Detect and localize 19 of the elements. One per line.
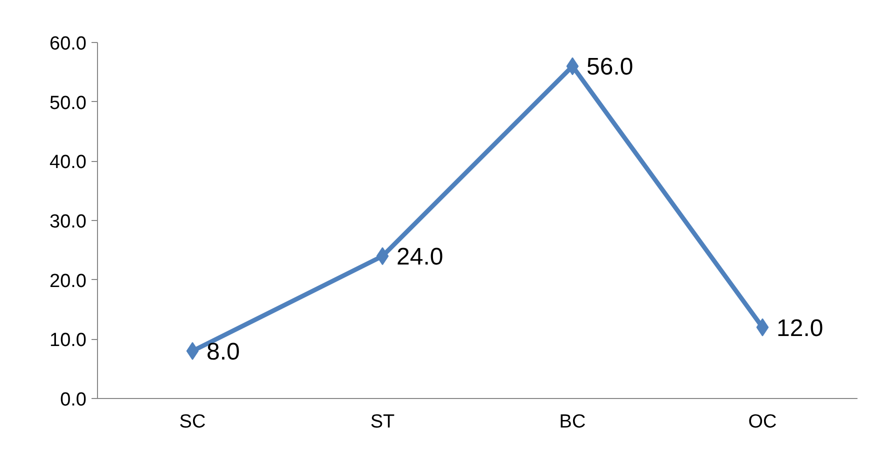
point xyxy=(186,342,199,360)
point xyxy=(376,247,389,266)
x-tick-label: OC xyxy=(748,412,777,432)
y-tick-label: 60.0 xyxy=(50,34,87,54)
point xyxy=(756,318,769,336)
data-label: 12.0 xyxy=(776,314,824,342)
y-tick-label: 30.0 xyxy=(50,212,87,232)
data-label: 56.0 xyxy=(586,54,634,81)
data-label: 24.0 xyxy=(396,244,444,271)
y-tick-label: 10.0 xyxy=(50,330,87,352)
x-tick-label: SC xyxy=(179,412,206,432)
y-tick-label: 40.0 xyxy=(50,152,87,174)
y-tick-label: 20.0 xyxy=(50,270,87,292)
x-tick-label: ST xyxy=(370,412,396,432)
y-tick-label: 50.0 xyxy=(50,92,87,114)
y-tick-label: 0.0 xyxy=(60,390,87,410)
point xyxy=(566,57,579,76)
x-tick-label: BC xyxy=(559,412,586,432)
data-label: 8.0 xyxy=(206,338,240,366)
